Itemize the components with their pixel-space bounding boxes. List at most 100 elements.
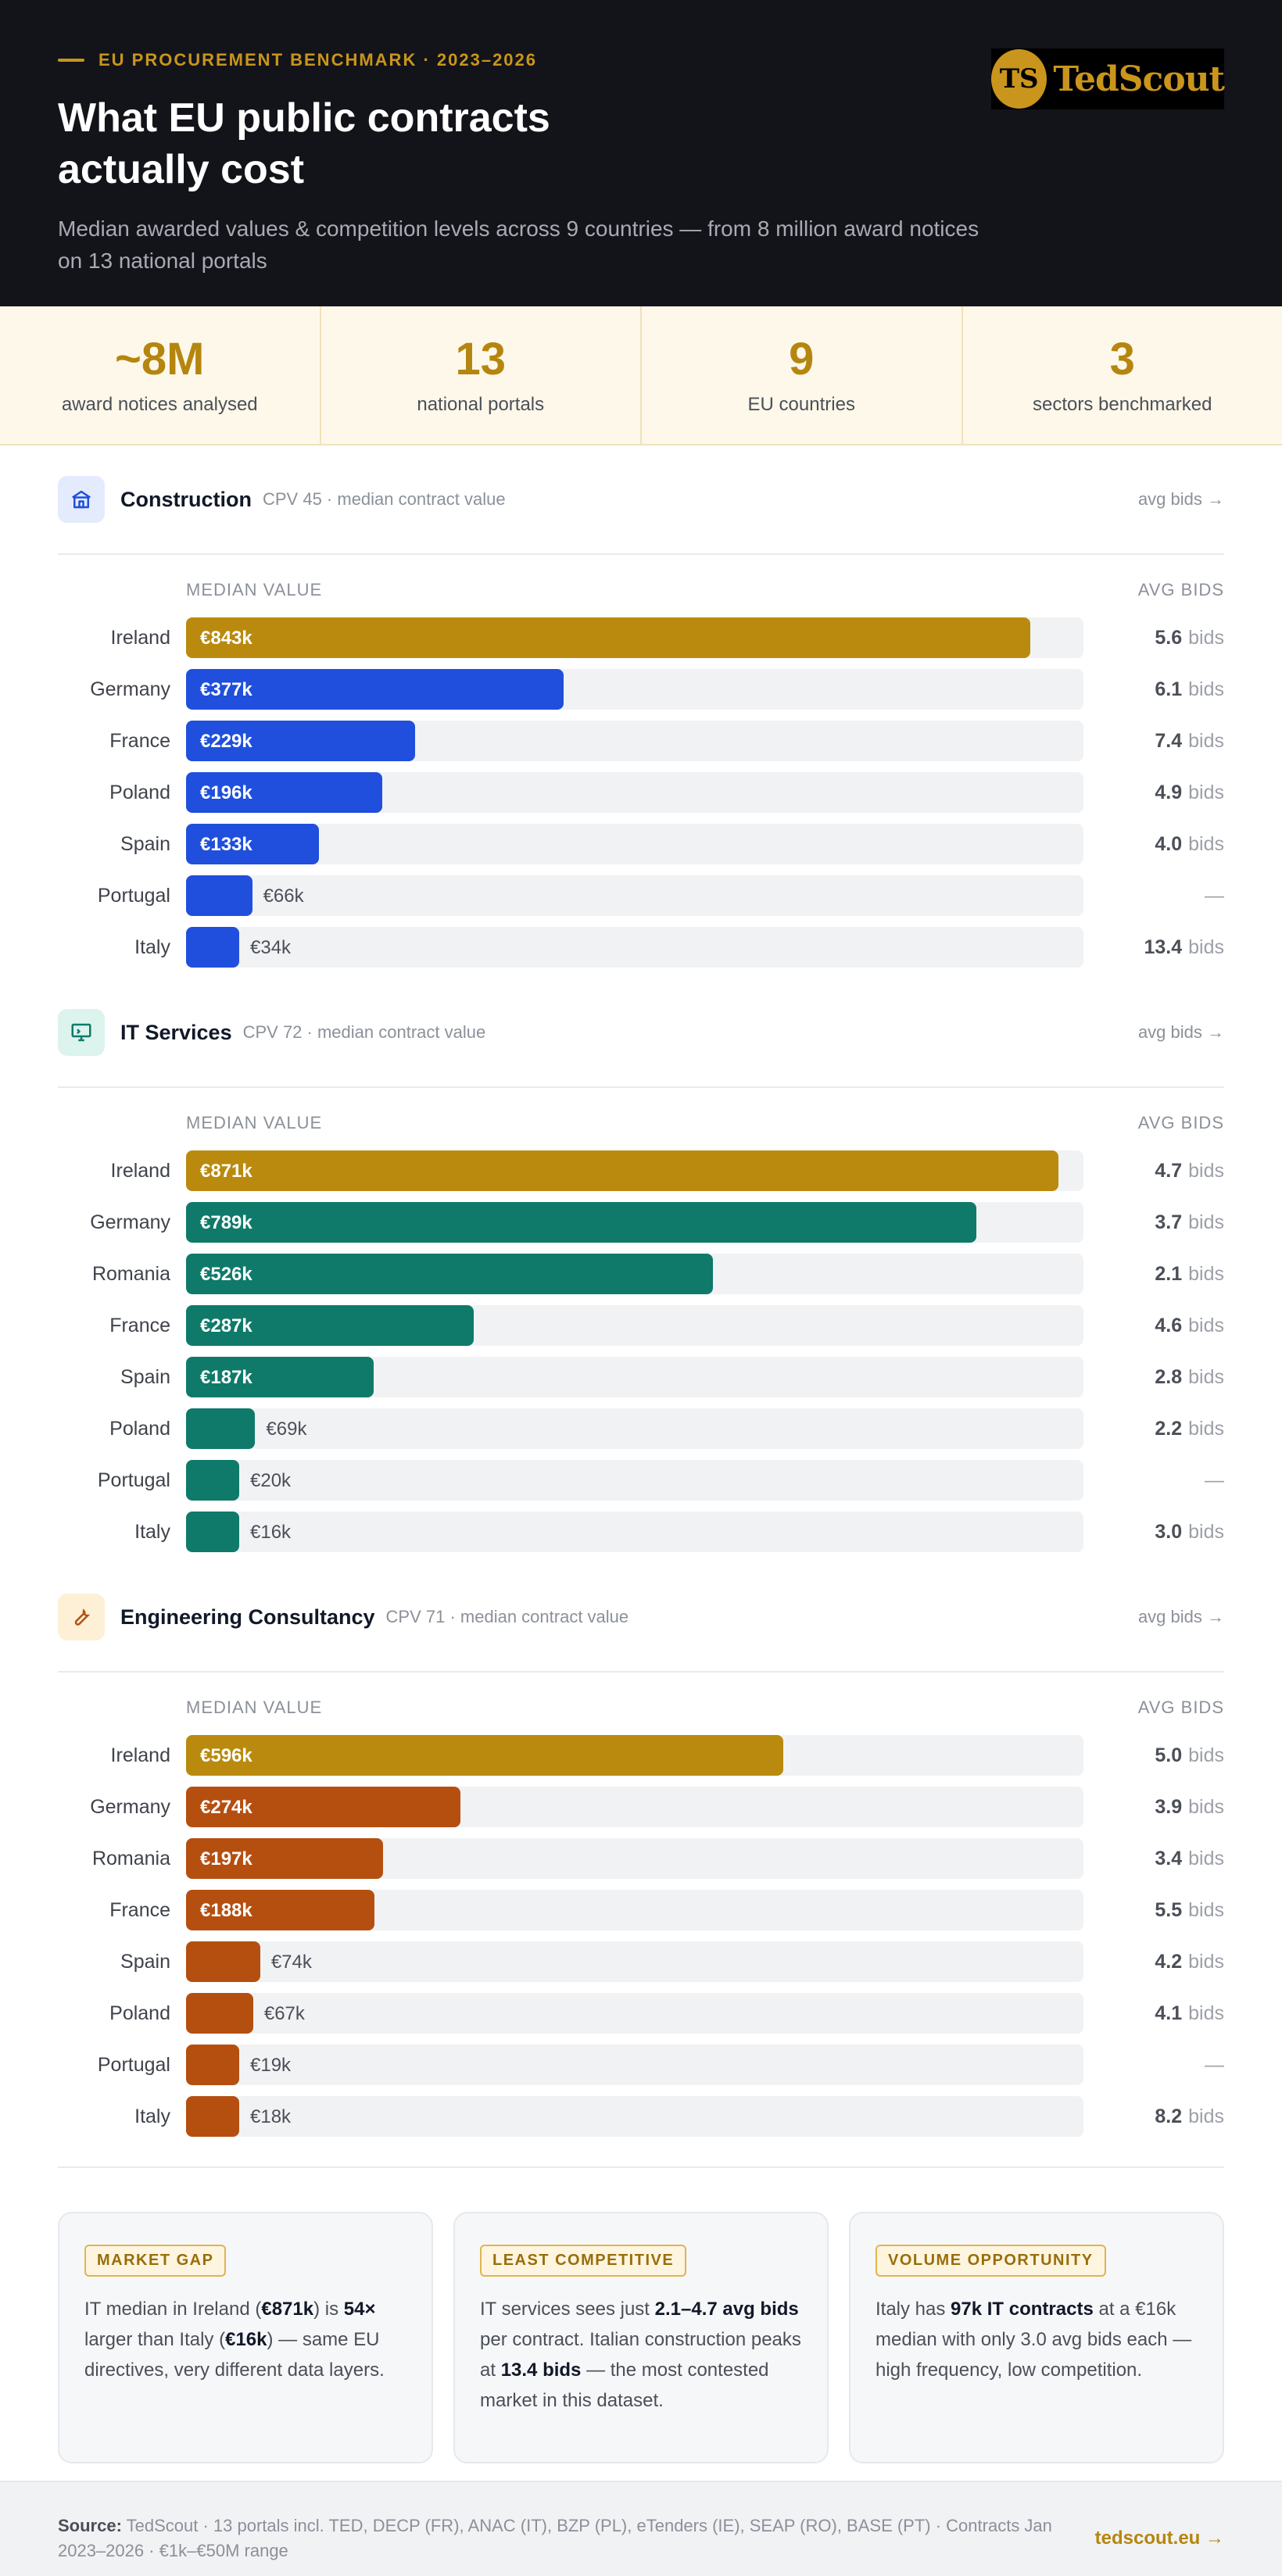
- eyebrow-text: EU PROCUREMENT BENCHMARK · 2023–2026: [98, 50, 538, 70]
- bar-track: €20k: [186, 1460, 1083, 1501]
- country-label: Portugal: [97, 1469, 170, 1491]
- bar-track: €18k: [186, 2096, 1083, 2137]
- bar-track: €187k: [186, 1357, 1083, 1397]
- insight-text-part: ) — same EU directives, very different d…: [84, 2329, 385, 2381]
- bar-row: Germany €789k 3.7 bids: [58, 1202, 1224, 1254]
- bids-suffix: bids: [1188, 627, 1224, 649]
- bar-value-label: €188k: [200, 1900, 252, 1921]
- insight-text: IT services sees just 2.1–4.7 avg bids p…: [480, 2294, 802, 2416]
- bar-track: €133k: [186, 824, 1083, 864]
- bar-value-label: €229k: [200, 731, 252, 752]
- bar: [186, 1150, 1058, 1191]
- bids-number: —: [1205, 885, 1224, 907]
- avg-bids-value: 3.9 bids: [1155, 1796, 1224, 1819]
- bids-suffix: bids: [1188, 2002, 1224, 2024]
- bids-number: 4.1: [1155, 2002, 1183, 2024]
- bar-row: Ireland €871k 4.7 bids: [58, 1150, 1224, 1202]
- bar-value-label: €196k: [200, 782, 252, 803]
- stat-label: national portals: [417, 394, 545, 415]
- bids-suffix: bids: [1188, 1315, 1224, 1336]
- insight-text-part: Italy has: [876, 2299, 951, 2320]
- avg-bids-value: 5.6 bids: [1155, 627, 1224, 649]
- bar-track: €67k: [186, 1993, 1083, 2034]
- bar-value-label: €274k: [200, 1797, 252, 1818]
- bids-suffix: bids: [1188, 833, 1224, 855]
- sector-meta: CPV 45 · median contract value: [263, 489, 506, 509]
- site-link[interactable]: tedscout.eu →: [1094, 2528, 1224, 2549]
- stat-label: EU countries: [747, 394, 855, 415]
- country-label: France: [109, 1899, 170, 1921]
- avg-bids-value: 6.1 bids: [1155, 678, 1224, 701]
- bar-value-label: €197k: [200, 1848, 252, 1869]
- stat-value: 13: [455, 334, 506, 385]
- insight-highlight: 2.1–4.7 avg bids: [654, 2299, 799, 2320]
- insight-text-part: IT services sees just: [480, 2299, 655, 2320]
- avg-bids-header: AVG BIDS: [1137, 1698, 1224, 1717]
- sector-header: IT Services CPV 72 · median contract valu…: [58, 979, 1224, 1088]
- country-label: Spain: [120, 833, 170, 855]
- bar-value-label: €19k: [250, 2055, 292, 2076]
- bar: [186, 772, 383, 813]
- country-label: Ireland: [110, 1160, 170, 1182]
- bar-track: €377k: [186, 669, 1083, 710]
- footer: Source: TedScout · 13 portals incl. TED,…: [0, 2481, 1282, 2576]
- bar-value-label: €34k: [250, 937, 292, 958]
- bids-suffix: bids: [1188, 1744, 1224, 1766]
- insight-text-part: larger than Italy (: [84, 2329, 226, 2350]
- bar-row: Romania €197k 3.4 bids: [58, 1838, 1224, 1890]
- bar: [186, 927, 239, 968]
- stat-value: 9: [789, 334, 815, 385]
- avg-bids-value: 7.4 bids: [1155, 730, 1224, 753]
- content: Construction CPV 45 · median contract val…: [0, 445, 1282, 2463]
- bar-value-label: €69k: [266, 1419, 307, 1440]
- insight-text-part: IT median in Ireland (: [84, 2299, 262, 2320]
- country-label: Romania: [91, 1263, 170, 1285]
- avg-bids-link[interactable]: avg bids →: [1137, 489, 1224, 509]
- country-label: France: [109, 730, 170, 752]
- sector-charts: Construction CPV 45 · median contract val…: [58, 445, 1224, 2148]
- bar-track: €229k: [186, 721, 1083, 761]
- bar-track: €34k: [186, 927, 1083, 968]
- avg-bids-link[interactable]: avg bids →: [1137, 1022, 1224, 1042]
- bar-row: Italy €18k 8.2 bids: [58, 2096, 1224, 2148]
- bar-value-label: €596k: [200, 1745, 252, 1766]
- avg-bids-value: 13.4 bids: [1144, 936, 1224, 959]
- avg-bids-header: AVG BIDS: [1137, 580, 1224, 599]
- bids-number: 2.8: [1155, 1366, 1183, 1388]
- bids-suffix: bids: [1188, 1366, 1224, 1388]
- bar-value-label: €74k: [270, 1952, 312, 1973]
- insight-text-part: per contract. Italian construction peaks…: [480, 2329, 801, 2381]
- insight-highlight: 13.4 bids: [500, 2360, 582, 2381]
- bids-number: 13.4: [1144, 936, 1183, 958]
- bids-suffix: bids: [1188, 1848, 1224, 1869]
- sector-section: Engineering Consultancy CPV 71 · median c…: [58, 1563, 1224, 2148]
- bar-row: Portugal €66k —: [58, 875, 1224, 927]
- avg-bids-value: —: [1205, 1469, 1224, 1492]
- bar: [186, 1305, 474, 1346]
- insight-tag: MARKET GAP: [84, 2245, 227, 2277]
- bar: [186, 1512, 239, 1552]
- stat-portals: 13 national portals: [321, 306, 642, 444]
- title-line-2: actually cost: [58, 147, 305, 192]
- bar: [186, 1202, 976, 1243]
- source-label: Source:: [58, 2516, 122, 2535]
- bids-suffix: bids: [1188, 1160, 1224, 1182]
- bids-number: 5.0: [1155, 1744, 1183, 1766]
- bids-suffix: bids: [1188, 1521, 1224, 1543]
- bar-track: €274k: [186, 1787, 1083, 1827]
- bar: [186, 1787, 461, 1827]
- bids-number: 4.9: [1155, 782, 1183, 803]
- bar: [186, 2045, 239, 2085]
- stat-sectors: 3 sectors benchmarked: [963, 306, 1282, 444]
- country-label: Germany: [90, 1796, 170, 1818]
- avg-bids-link[interactable]: avg bids →: [1137, 1607, 1224, 1626]
- country-label: Italy: [134, 936, 170, 958]
- insight-text-part: at a €16k median with only 3.0 avg bids …: [876, 2299, 1192, 2381]
- insight-card: VOLUME OPPORTUNITY Italy has 97k IT contr…: [849, 2212, 1224, 2463]
- country-label: Spain: [120, 1951, 170, 1973]
- sector-name: IT Services: [120, 1020, 232, 1044]
- stat-countries: 9 EU countries: [642, 306, 963, 444]
- bar-row: Ireland €596k 5.0 bids: [58, 1735, 1224, 1787]
- bids-suffix: bids: [1188, 1263, 1224, 1285]
